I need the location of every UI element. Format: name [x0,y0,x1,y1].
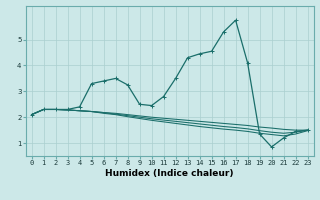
X-axis label: Humidex (Indice chaleur): Humidex (Indice chaleur) [105,169,234,178]
